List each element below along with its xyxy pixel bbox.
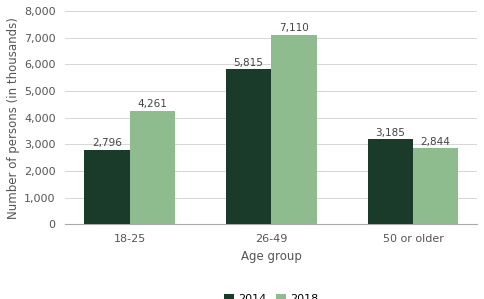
- Bar: [84, 150, 130, 224]
- Bar: [271, 35, 317, 224]
- Bar: [130, 111, 175, 224]
- Text: 5,815: 5,815: [234, 58, 263, 68]
- Text: 2,796: 2,796: [92, 138, 122, 148]
- Text: 4,261: 4,261: [137, 99, 167, 109]
- Text: 2,844: 2,844: [421, 137, 451, 147]
- X-axis label: Age group: Age group: [241, 250, 302, 263]
- Text: 7,110: 7,110: [279, 23, 309, 33]
- Bar: [368, 139, 413, 224]
- Text: 3,185: 3,185: [376, 128, 405, 138]
- Bar: [226, 69, 271, 224]
- Legend: 2014, 2018: 2014, 2018: [220, 289, 323, 299]
- Y-axis label: Number of persons (in thousands): Number of persons (in thousands): [7, 17, 20, 219]
- Bar: [413, 148, 458, 224]
